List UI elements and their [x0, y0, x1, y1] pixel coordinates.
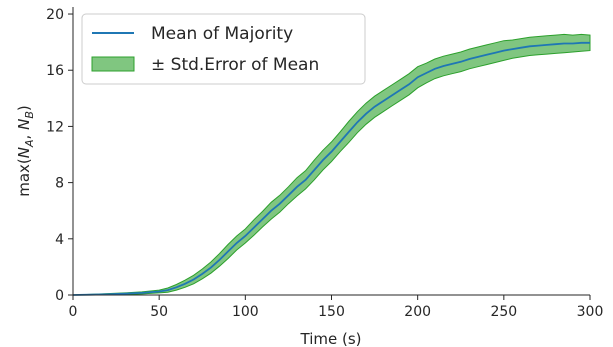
- legend-label-mean: Mean of Majority: [151, 24, 293, 44]
- mean-of-majority-line: [72, 41, 590, 296]
- y-tick-label-16: 16: [46, 63, 64, 79]
- y-label-n2: N: [15, 119, 33, 130]
- y-tick-label-20: 20: [46, 7, 64, 23]
- y-tick-label-12: 12: [46, 119, 64, 135]
- y-label-suffix: ): [15, 105, 33, 111]
- y-tick-label-4: 4: [55, 232, 64, 248]
- x-tick-label-250: 250: [490, 304, 517, 320]
- legend-band-swatch: [91, 56, 135, 72]
- x-tick-label-200: 200: [404, 304, 431, 320]
- y-label-sub2: B: [23, 111, 36, 119]
- x-tick-label-0: 0: [69, 304, 78, 320]
- ticks: 0 50 100 150 200 250 300 0 4 8 12 16 20: [46, 7, 603, 320]
- x-tick-label-50: 50: [150, 304, 168, 320]
- y-label-sep: ,: [15, 130, 33, 140]
- mean-line-layer: [72, 41, 590, 296]
- y-label-n1: N: [15, 147, 33, 158]
- x-axis-label: Time (s): [300, 330, 362, 347]
- legend-label-std-error: ± Std.Error of Mean: [151, 55, 319, 75]
- legend-frame: [81, 13, 366, 85]
- y-tick-label-0: 0: [55, 288, 64, 304]
- y-label-sub1: A: [23, 139, 36, 148]
- y-axis-label: max(NA, NB): [15, 105, 36, 197]
- y-label-prefix: max(: [15, 158, 33, 197]
- x-tick-label-300: 300: [577, 304, 604, 320]
- x-tick-label-100: 100: [232, 304, 259, 320]
- y-tick-label-8: 8: [55, 176, 64, 192]
- x-tick-label-150: 150: [318, 304, 345, 320]
- legend: Mean of Majority ± Std.Error of Mean: [81, 13, 366, 85]
